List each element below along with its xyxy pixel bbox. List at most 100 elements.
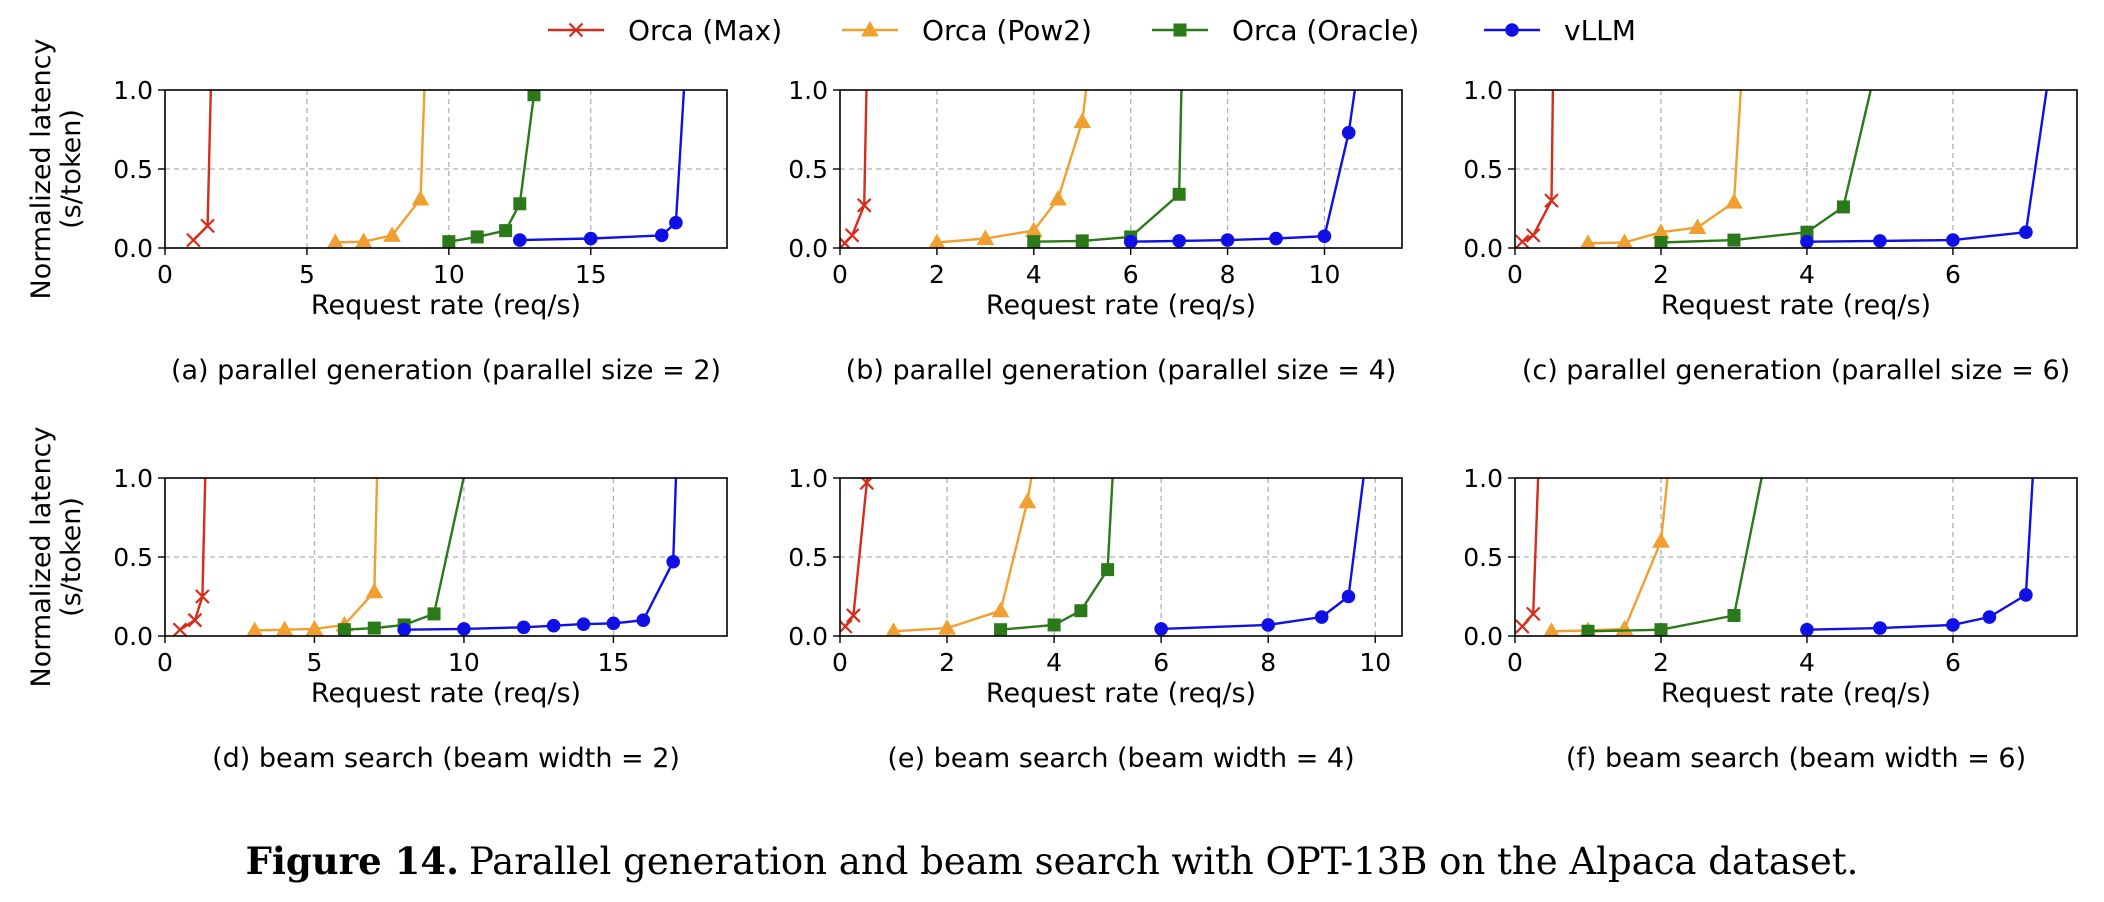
- y-tick-label: 0.0: [113, 622, 153, 651]
- data-point: [1261, 618, 1275, 632]
- series-orca-oracle: [1027, 90, 1186, 248]
- chart-panel-e: 0 2 4 6 8 10 0.0 0.5 1.0 Request rate (req/s) (e) …: [788, 464, 1403, 774]
- data-point: [1654, 235, 1668, 248]
- legend-label: vLLM: [1564, 14, 1636, 47]
- series-line: [844, 478, 869, 628]
- data-point: [976, 229, 995, 246]
- chart-panel-b: 0 2 4 6 8 10 0.0 0.5 1.0 Request rate (req/s) (b) …: [788, 76, 1403, 386]
- series-line: [1806, 478, 2034, 631]
- series-orca-pow2: [1580, 90, 1743, 248]
- x-tick-label: 4: [1799, 260, 1815, 289]
- data-point: [1800, 234, 1814, 248]
- x-tick-label: 0: [832, 648, 848, 677]
- subcaption: (a) parallel generation (parallel size =…: [171, 355, 721, 386]
- data-point: [885, 622, 902, 636]
- series-group: [840, 90, 1357, 248]
- series-line: [1551, 478, 1669, 633]
- data-point: [1018, 492, 1037, 509]
- y-tick-label: 1.0: [113, 464, 153, 493]
- data-point: [337, 623, 351, 636]
- y-tick-label: 0.5: [113, 155, 153, 184]
- legend-label: Orca (Pow2): [922, 14, 1092, 47]
- data-point: [427, 607, 441, 621]
- data-point: [1654, 623, 1668, 636]
- series-line: [179, 478, 207, 631]
- data-point: [994, 623, 1008, 636]
- series-line: [1806, 90, 2048, 243]
- series-orca-pow2: [885, 478, 1037, 636]
- y-tick-label: 0.5: [788, 155, 828, 184]
- data-point: [1154, 622, 1168, 636]
- subcaption: (e) beam search (beam width = 4): [887, 743, 1354, 774]
- data-point: [305, 619, 324, 636]
- x-tick-label: 5: [299, 260, 315, 289]
- series-line: [192, 90, 213, 241]
- subcaption: (d) beam search (beam width = 2): [212, 743, 680, 774]
- data-point: [1946, 233, 1960, 247]
- chart-panels: 0 5 10 15 0.0 0.5 1.0 Request rate (req/s) Norma…: [26, 39, 2078, 774]
- data-point: [1727, 233, 1741, 247]
- data-point: [1581, 624, 1595, 636]
- data-point: [1172, 234, 1186, 248]
- y-axis-title-line: Normalized latency: [26, 427, 57, 688]
- data-point: [2019, 588, 2033, 602]
- x-tick-label: 0: [832, 260, 848, 289]
- y-axis-title-line: Normalized latency: [26, 39, 57, 300]
- series-line: [893, 478, 1033, 633]
- x-axis-title: Request rate (req/s): [311, 678, 581, 709]
- series-vllm: [1154, 478, 1365, 636]
- data-point: [383, 226, 401, 242]
- series-line: [1587, 478, 1763, 633]
- data-point: [1515, 234, 1530, 248]
- y-tick-label: 1.0: [1463, 464, 1503, 493]
- series-line: [1587, 90, 1743, 245]
- data-point: [513, 197, 527, 211]
- figure-caption: Figure 14. Parallel generation and beam s…: [246, 839, 1859, 883]
- series-orca-oracle: [1581, 478, 1763, 636]
- series-orca-max: [840, 478, 875, 634]
- data-point: [1688, 218, 1707, 234]
- x-tick-label: 6: [1945, 260, 1961, 289]
- data-point: [1220, 233, 1235, 247]
- series-line: [1521, 478, 1540, 628]
- chart-panel-c: 0 2 4 6 0.0 0.5 1.0 Request rate (req/s) (c) par…: [1463, 76, 2078, 386]
- data-point: [546, 618, 561, 633]
- series-line: [1521, 90, 1555, 243]
- x-tick-label: 4: [1799, 648, 1815, 677]
- x-tick-label: 0: [157, 260, 173, 289]
- series-line: [448, 90, 537, 243]
- x-axis-title: Request rate (req/s): [1661, 678, 1931, 709]
- x-axis-title: Request rate (req/s): [986, 678, 1256, 709]
- x-axis-title: Request rate (req/s): [311, 290, 581, 321]
- series-vllm: [1800, 478, 2034, 636]
- x-tick-label: 6: [1153, 648, 1169, 677]
- series-line: [254, 478, 379, 632]
- data-point: [246, 621, 263, 636]
- legend-item-orca-pow2: Orca (Pow2): [842, 14, 1092, 47]
- series-line: [519, 90, 686, 242]
- series-orca-oracle: [1654, 90, 1872, 248]
- x-tick-label: 2: [1653, 260, 1669, 289]
- y-tick-label: 0.5: [113, 543, 153, 572]
- x-tick-label: 15: [575, 260, 607, 289]
- series-line: [936, 90, 1088, 244]
- data-point: [1515, 619, 1530, 634]
- data-point: [1800, 225, 1814, 239]
- data-point: [1615, 619, 1634, 636]
- x-axis-title: Request rate (req/s): [1661, 290, 1931, 321]
- y-tick-label: 0.0: [113, 234, 153, 263]
- series-line: [1660, 90, 1872, 244]
- series-orca-max: [186, 90, 215, 248]
- chart-panel-d: 0 5 10 15 0.0 0.5 1.0 Request rate (req/s) Norma…: [26, 427, 728, 774]
- legend-label: Orca (Oracle): [1232, 14, 1419, 47]
- data-point: [636, 613, 651, 627]
- x-tick-label: 8: [1260, 648, 1276, 677]
- data-point: [1873, 234, 1887, 248]
- series-orca-max: [840, 90, 872, 248]
- series-vllm: [1123, 90, 1357, 248]
- y-tick-label: 1.0: [1463, 76, 1503, 105]
- data-point: [187, 612, 203, 628]
- series-line: [1130, 90, 1357, 243]
- data-point: [1075, 234, 1089, 248]
